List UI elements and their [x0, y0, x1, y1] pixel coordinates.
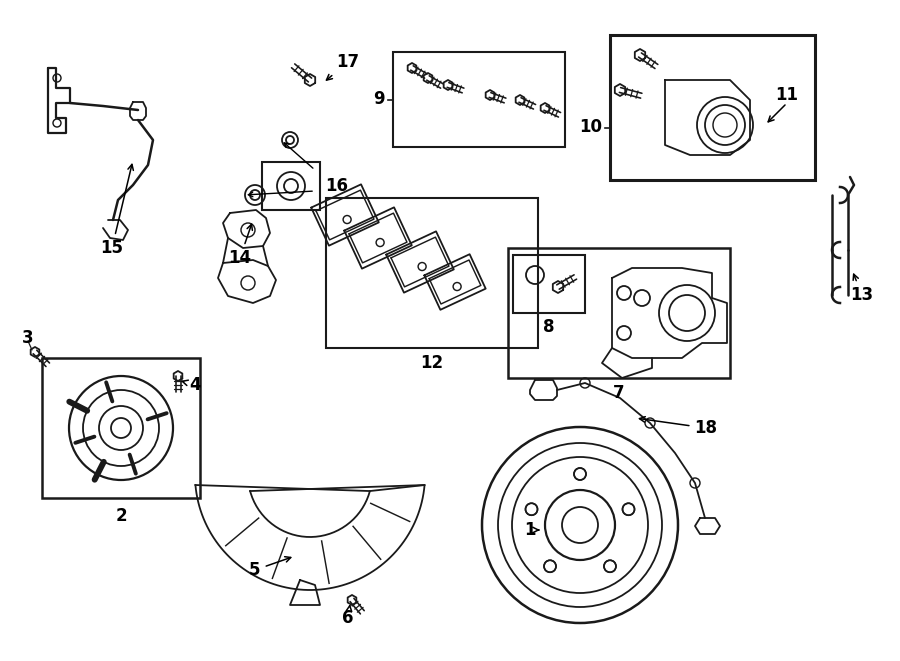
Bar [326, 198, 538, 348]
Text: 6: 6 [342, 605, 354, 627]
Text: 16: 16 [325, 177, 348, 195]
Bar [42, 358, 200, 498]
Text: 3: 3 [22, 329, 34, 347]
Bar [262, 162, 320, 210]
Bar [508, 248, 730, 378]
Text: 4: 4 [183, 376, 201, 394]
Text: 7: 7 [613, 384, 625, 402]
Text: 2: 2 [115, 507, 127, 525]
Text: 18: 18 [639, 416, 717, 437]
Text: 13: 13 [850, 274, 874, 304]
Bar [393, 52, 565, 147]
Text: 11: 11 [776, 86, 798, 104]
Text: 14: 14 [229, 224, 252, 267]
Text: 12: 12 [420, 354, 444, 372]
Text: 5: 5 [249, 557, 291, 579]
Text: 10: 10 [579, 118, 602, 137]
Bar [513, 255, 585, 313]
Text: 9: 9 [374, 91, 385, 108]
Text: 8: 8 [544, 318, 554, 336]
Text: 17: 17 [327, 53, 360, 80]
Bar [610, 35, 815, 180]
Text: 15: 15 [101, 165, 133, 257]
Text: 1: 1 [524, 521, 539, 539]
